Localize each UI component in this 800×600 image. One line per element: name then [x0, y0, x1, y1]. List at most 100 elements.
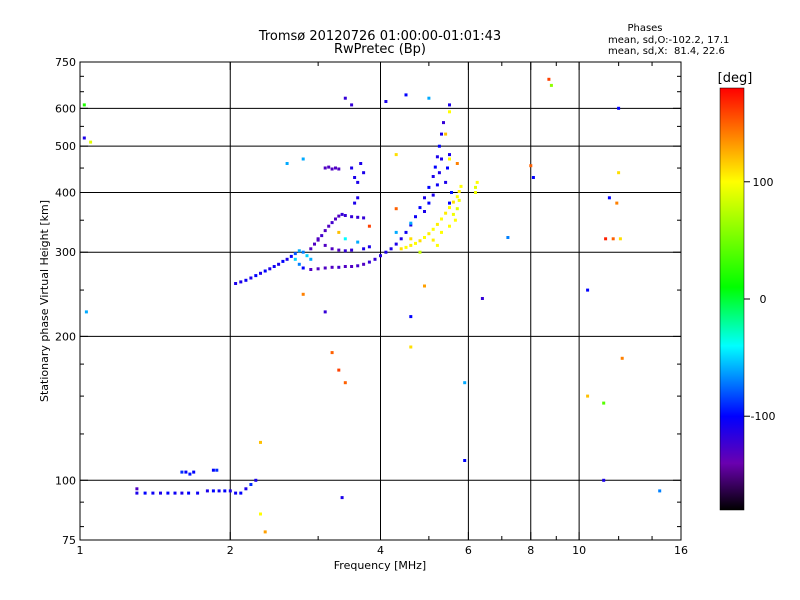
- data-point: [427, 96, 431, 100]
- data-point: [433, 165, 437, 169]
- data-point: [151, 491, 155, 495]
- stats-x-line: mean, sd,X: 81.4, 22.6: [608, 46, 725, 57]
- data-point: [180, 470, 184, 474]
- data-point: [259, 440, 262, 444]
- data-point: [254, 274, 258, 278]
- x-axis-label: Frequency [MHz]: [334, 559, 426, 572]
- data-point: [305, 254, 309, 258]
- data-point: [337, 265, 341, 269]
- data-point: [330, 221, 334, 225]
- data-point: [448, 224, 451, 228]
- data-point: [330, 167, 334, 171]
- colorbar-label: [deg]: [718, 71, 753, 86]
- x-tick-label: 2: [227, 544, 234, 557]
- data-point: [343, 381, 347, 385]
- data-point: [394, 242, 398, 246]
- data-point: [658, 489, 662, 493]
- data-point: [353, 176, 357, 179]
- data-point: [409, 223, 413, 227]
- data-point: [301, 266, 305, 270]
- data-point: [367, 224, 371, 228]
- data-point: [259, 512, 262, 516]
- data-point: [394, 207, 398, 211]
- data-point: [437, 144, 441, 148]
- data-point: [602, 401, 606, 405]
- colorbar-tick-label: 100: [753, 176, 774, 189]
- data-point: [337, 248, 341, 252]
- data-point: [330, 247, 334, 251]
- data-point: [435, 243, 439, 247]
- data-point: [379, 254, 382, 258]
- data-point: [309, 268, 313, 271]
- data-point: [362, 262, 366, 266]
- data-point: [399, 247, 403, 251]
- data-point: [350, 103, 354, 107]
- data-point: [356, 240, 360, 244]
- data-point: [615, 201, 619, 205]
- data-point: [356, 180, 360, 184]
- data-point: [84, 310, 88, 314]
- data-point: [437, 171, 441, 175]
- data-point: [448, 110, 451, 114]
- data-point: [444, 132, 448, 136]
- data-point: [343, 265, 347, 268]
- data-point: [135, 491, 139, 495]
- data-point: [359, 162, 363, 165]
- data-point: [301, 250, 305, 254]
- data-point: [297, 262, 301, 266]
- data-point: [234, 282, 238, 285]
- y-tick-label: 500: [55, 140, 76, 153]
- data-point: [444, 180, 448, 184]
- data-point: [217, 489, 221, 493]
- data-point: [166, 491, 170, 495]
- data-point: [323, 243, 327, 247]
- data-point: [453, 218, 457, 222]
- data-point: [159, 491, 162, 495]
- data-point: [418, 239, 422, 243]
- data-point: [239, 280, 243, 284]
- data-point: [457, 190, 461, 193]
- y-tick-label: 750: [55, 56, 76, 69]
- y-tick-labels: 75 100 200 300 400 500 600 750: [55, 56, 76, 547]
- data-point: [337, 368, 341, 372]
- data-point: [440, 217, 443, 221]
- data-point: [268, 267, 272, 271]
- data-point: [440, 157, 443, 161]
- data-point: [180, 491, 184, 495]
- data-point: [263, 530, 267, 534]
- data-point: [586, 288, 590, 292]
- data-point: [451, 212, 455, 216]
- data-point: [350, 248, 354, 252]
- data-point: [423, 210, 426, 213]
- data-point: [82, 136, 86, 140]
- data-point: [427, 201, 431, 205]
- data-point: [356, 215, 360, 219]
- data-point: [448, 206, 451, 210]
- colorbar: [719, 87, 745, 511]
- data-point: [435, 155, 439, 159]
- data-point: [301, 292, 305, 296]
- data-point: [289, 254, 293, 258]
- y-axis-label: Stationary phase Virtual Height [km]: [38, 200, 51, 402]
- data-point: [281, 259, 285, 263]
- data-point: [211, 468, 215, 472]
- data-point: [356, 264, 360, 268]
- data-point: [448, 153, 451, 157]
- data-point: [297, 249, 301, 253]
- data-point: [423, 236, 426, 239]
- data-point: [350, 265, 354, 268]
- y-tick-label: 200: [55, 330, 76, 343]
- stats-o-line: mean, sd,O:-102.2, 17.1: [608, 35, 729, 46]
- data-point: [135, 487, 139, 491]
- data-point: [440, 132, 443, 136]
- data-point: [414, 215, 417, 219]
- data-point: [409, 237, 413, 241]
- data-point: [446, 166, 449, 170]
- y-tick-label: 75: [62, 534, 76, 547]
- data-point: [254, 478, 258, 482]
- data-point: [350, 215, 354, 219]
- data-point: [343, 214, 347, 217]
- data-point: [373, 257, 377, 261]
- data-point: [367, 245, 371, 249]
